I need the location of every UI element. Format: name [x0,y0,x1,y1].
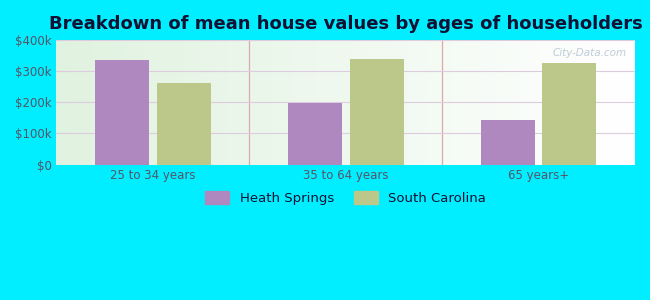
Legend: Heath Springs, South Carolina: Heath Springs, South Carolina [200,186,491,210]
Bar [157,83,211,165]
Title: Breakdown of mean house values by ages of householders: Breakdown of mean house values by ages o… [49,15,643,33]
Bar [350,59,404,165]
Bar [288,103,342,165]
Bar [95,60,149,165]
Bar [543,63,597,165]
Text: City-Data.com: City-Data.com [552,48,627,58]
Bar [481,120,535,165]
